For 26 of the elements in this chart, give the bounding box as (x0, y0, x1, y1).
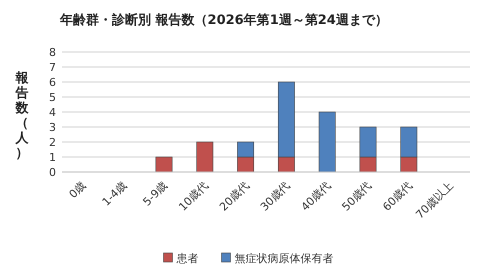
chart-title: 年齢群・診断別 報告数（2026年第1週～第24週まで） (59, 12, 388, 28)
bar (318, 112, 336, 172)
y-tick-label: 8 (49, 46, 56, 59)
y-tick-label: 7 (49, 61, 56, 74)
x-tick-label: 10歳代 (176, 178, 211, 214)
x-tick-label: 40歳代 (298, 178, 334, 214)
x-tick-label: 5-9歳 (140, 178, 170, 209)
x-tick-label: 70歳以上 (413, 178, 456, 222)
y-tick-label: 4 (49, 106, 56, 119)
x-tick-label: 60歳代 (380, 178, 415, 214)
x-tick-label: 0歳 (66, 178, 89, 201)
bar (196, 142, 214, 172)
y-tick-label: 1 (49, 151, 56, 164)
y-tick-label: 5 (49, 91, 56, 104)
x-tick-label: 1-4歳 (100, 178, 130, 209)
x-tick-label: 30歳代 (258, 178, 293, 214)
bar (156, 156, 172, 172)
x-tick-label: 50歳代 (339, 178, 374, 214)
y-tick-label: 0 (49, 166, 56, 179)
legend-label: 患者 (176, 252, 198, 265)
y-tick-label: 2 (49, 136, 56, 149)
y-tick-label: 3 (49, 121, 56, 134)
y-tick-label: 6 (49, 76, 56, 89)
legend-label: 無症状病原体保有者 (234, 252, 334, 265)
x-tick-label: 20歳代 (217, 178, 252, 214)
y-axis-title: 報告数（人） (14, 71, 30, 161)
